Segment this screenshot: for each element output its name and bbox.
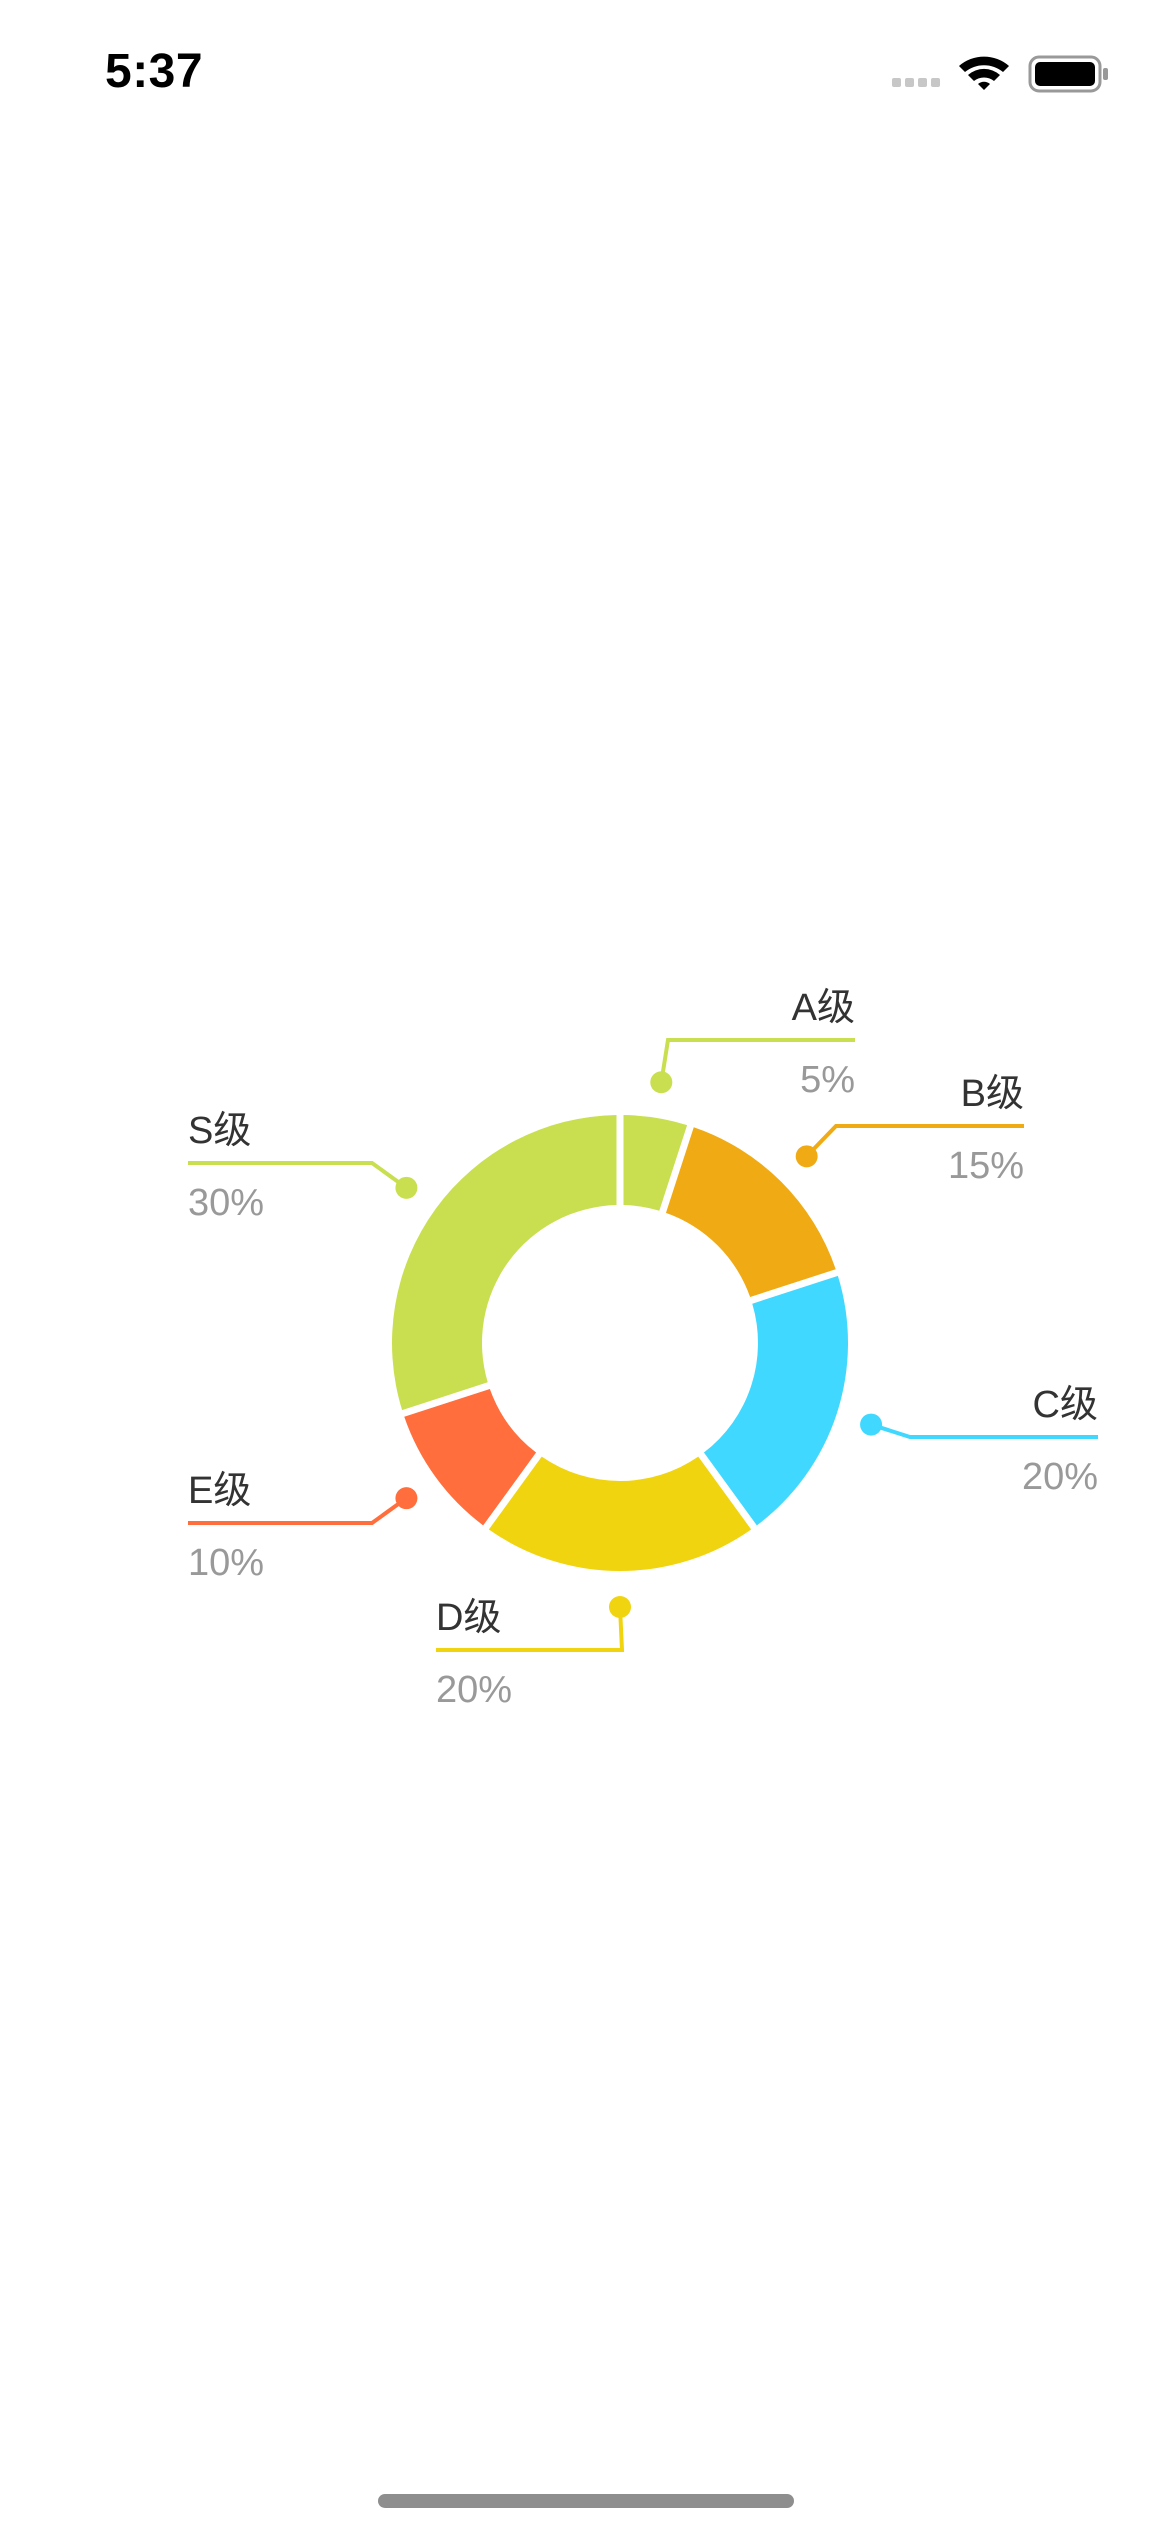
cellular-signal-icon bbox=[892, 78, 940, 87]
leader-line-A级 bbox=[659, 1038, 855, 1083]
slice-E级 bbox=[404, 1388, 537, 1526]
leader-dot-D级 bbox=[609, 1596, 631, 1618]
leader-dot-E级 bbox=[395, 1487, 418, 1510]
battery-icon bbox=[1028, 55, 1108, 93]
category-label-B级: B级 bbox=[961, 1073, 1024, 1115]
value-label-A级: 5% bbox=[800, 1059, 855, 1101]
home-indicator[interactable] bbox=[378, 2494, 794, 2508]
leader-dot-B级 bbox=[795, 1145, 818, 1168]
category-label-C级: C级 bbox=[1033, 1384, 1098, 1426]
slice-C级 bbox=[703, 1275, 848, 1526]
slice-S级 bbox=[392, 1115, 617, 1411]
leader-line-B级 bbox=[805, 1124, 1024, 1158]
leader-dot-A级 bbox=[650, 1071, 673, 1094]
status-icons bbox=[892, 55, 1108, 93]
status-time: 5:37 bbox=[105, 45, 204, 98]
value-label-S级: 30% bbox=[188, 1182, 264, 1224]
leader-dot-S级 bbox=[395, 1176, 418, 1199]
wifi-icon bbox=[959, 56, 1009, 90]
category-label-E级: E级 bbox=[188, 1470, 251, 1512]
slice-B级 bbox=[665, 1127, 836, 1298]
value-label-B级: 15% bbox=[948, 1145, 1024, 1187]
leader-line-E级 bbox=[188, 1496, 408, 1525]
category-label-A级: A级 bbox=[792, 987, 855, 1029]
category-label-D级: D级 bbox=[436, 1597, 501, 1639]
slice-A级 bbox=[623, 1115, 688, 1211]
leader-line-D级 bbox=[436, 1606, 625, 1652]
slice-D级 bbox=[488, 1456, 752, 1571]
value-label-E级: 10% bbox=[188, 1542, 264, 1584]
status-bar: 5:37 bbox=[0, 0, 1170, 140]
value-label-D级: 20% bbox=[436, 1669, 512, 1711]
value-label-C级: 20% bbox=[1022, 1456, 1098, 1498]
category-label-S级: S级 bbox=[188, 1110, 251, 1152]
leader-line-C级 bbox=[870, 1422, 1098, 1439]
leader-dot-C级 bbox=[860, 1413, 883, 1436]
leader-line-S级 bbox=[188, 1161, 408, 1190]
